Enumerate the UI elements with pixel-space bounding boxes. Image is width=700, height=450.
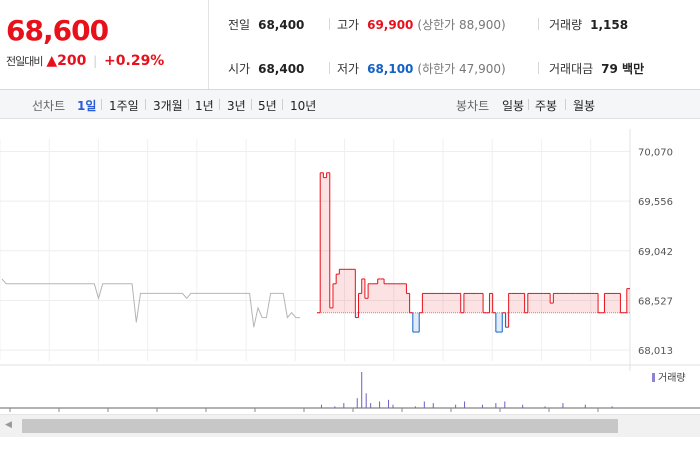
candle-monthly-button[interactable]: 월봉 <box>573 99 596 113</box>
divider <box>188 99 189 110</box>
change-amount: 200 <box>57 53 87 69</box>
divider <box>219 99 220 110</box>
y-tick-label: 68,013 <box>638 346 673 357</box>
trade-value-label: 거래대금 <box>549 62 594 76</box>
price-summary: 68,600 전일대비 ▲200 | +0.29% <box>0 0 209 89</box>
candle-weekly-button[interactable]: 주봉 <box>535 99 558 113</box>
candle-chart-label: 봉차트 <box>456 99 490 113</box>
change-percent: +0.29% <box>104 53 165 69</box>
low-stat: 저가 68,100 (하한가 47,900) <box>337 60 506 77</box>
divider <box>101 99 102 110</box>
period-1y-button[interactable]: 1년 <box>195 99 214 113</box>
open-stat: 시가 68,400 <box>228 60 304 77</box>
previous-day-line <box>1 278 300 328</box>
y-tick-label: 68,527 <box>638 296 673 307</box>
period-1d-button[interactable]: 1일 <box>77 99 97 113</box>
y-tick-label: 69,556 <box>638 197 673 208</box>
period-10y-button[interactable]: 10년 <box>290 99 317 113</box>
divider <box>145 99 146 110</box>
price-area-down <box>317 312 630 332</box>
prev-close-value: 68,400 <box>258 18 305 32</box>
up-arrow-icon: ▲ <box>46 53 58 69</box>
prev-close-stat: 전일 68,400 <box>228 16 304 33</box>
high-label: 고가 <box>337 18 360 32</box>
scroll-left-icon[interactable]: ◀ <box>5 420 12 430</box>
price-area-up <box>317 172 630 313</box>
trade-value-stat: 거래대금 79 백만 <box>549 60 644 77</box>
divider <box>251 99 252 110</box>
lower-limit: (하한가 47,900) <box>417 62 506 76</box>
volume-legend-swatch <box>652 373 655 382</box>
candle-daily-button[interactable]: 일봉 <box>502 99 525 113</box>
divider <box>528 99 529 110</box>
line-chart-label: 선차트 <box>32 99 66 113</box>
divider <box>329 62 330 74</box>
trade-value: 79 백만 <box>601 62 645 76</box>
period-1w-button[interactable]: 1주일 <box>109 99 139 113</box>
low-value: 68,100 <box>367 62 414 76</box>
chart-scrollbar[interactable]: ◀ <box>0 414 700 437</box>
open-label: 시가 <box>228 62 251 76</box>
period-3m-button[interactable]: 3개월 <box>153 99 183 113</box>
open-value: 68,400 <box>258 62 305 76</box>
divider <box>565 99 566 110</box>
change-label: 전일대비 <box>6 55 43 68</box>
divider: | <box>93 54 98 68</box>
divider <box>538 18 539 30</box>
divider <box>282 99 283 110</box>
prev-close-label: 전일 <box>228 18 251 32</box>
volume-stat: 거래량 1,158 <box>549 16 628 33</box>
y-tick-label: 69,042 <box>638 247 673 258</box>
chart-toolbar: 선차트 1일 1주일 3개월 1년 3년 5년 10년 봉차트 일봉 주봉 월봉 <box>0 90 700 119</box>
scroll-thumb[interactable] <box>22 419 618 433</box>
volume-label: 거래량 <box>549 18 583 32</box>
divider <box>538 62 539 74</box>
price-chart-svg: 70,070 69,556 69,042 68,527 68,013 거래량 <box>0 129 700 412</box>
price-change: 전일대비 ▲200 | +0.29% <box>6 53 164 69</box>
y-tick-label: 70,070 <box>638 148 673 159</box>
price-chart[interactable]: 70,070 69,556 69,042 68,527 68,013 거래량 <box>0 119 700 414</box>
volume-value: 1,158 <box>590 18 629 32</box>
period-5y-button[interactable]: 5년 <box>258 99 277 113</box>
current-price: 68,600 <box>6 14 109 47</box>
high-value: 69,900 <box>367 18 414 32</box>
high-stat: 고가 69,900 (상한가 88,900) <box>337 16 506 33</box>
upper-limit: (상한가 88,900) <box>417 18 506 32</box>
quote-header: 68,600 전일대비 ▲200 | +0.29% 전일 68,400 시가 68,… <box>0 0 700 90</box>
volume-legend-label: 거래량 <box>658 372 686 384</box>
period-3y-button[interactable]: 3년 <box>227 99 246 113</box>
stats-panel: 전일 68,400 시가 68,400 고가 69,900 (상한가 88,900) 저… <box>208 0 700 89</box>
low-label: 저가 <box>337 62 360 76</box>
divider <box>329 18 330 30</box>
